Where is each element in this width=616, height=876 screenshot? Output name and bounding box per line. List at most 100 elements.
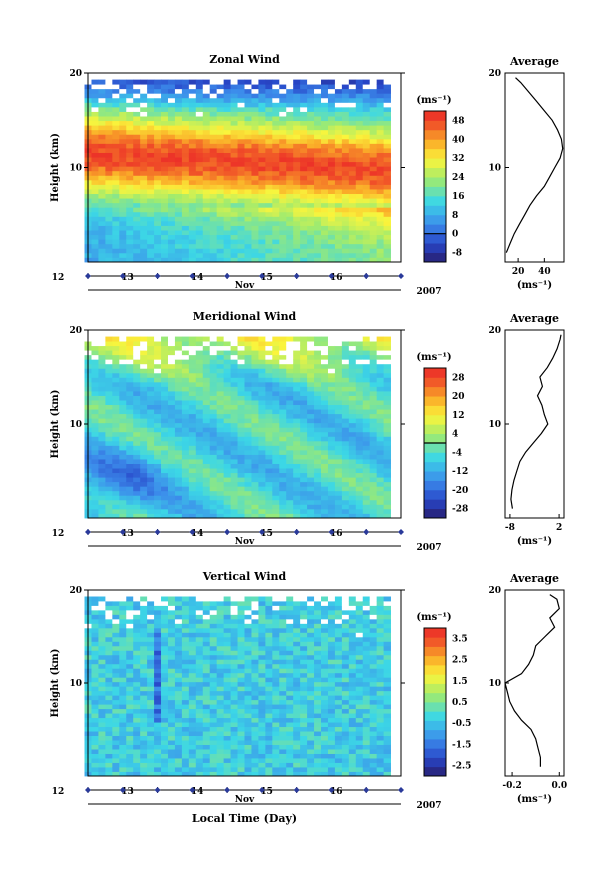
heatmap-cell: [140, 468, 148, 474]
heatmap-cell: [161, 97, 169, 103]
heatmap-cell: [251, 609, 259, 615]
heatmap-cell: [91, 722, 99, 728]
heatmap-cell: [258, 749, 266, 754]
heatmap-cell: [230, 762, 238, 768]
heatmap-cell: [362, 252, 371, 258]
heatmap-cell: [161, 386, 169, 392]
heatmap-cell: [244, 605, 252, 611]
heatmap-cell: [341, 477, 350, 483]
heatmap-cell: [147, 758, 155, 763]
heatmap-cell: [327, 134, 336, 140]
heatmap-cell: [230, 409, 238, 415]
heatmap-cell: [112, 422, 120, 428]
heatmap-cell: [112, 84, 120, 90]
heatmap-cell: [112, 138, 120, 144]
heatmap-cell: [272, 148, 280, 153]
heatmap-cell: [237, 601, 245, 606]
heatmap-cell: [167, 431, 176, 437]
heatmap-cell: [369, 359, 378, 365]
heatmap-cell: [279, 391, 287, 396]
heatmap-cell: [126, 234, 134, 240]
heatmap-cell: [209, 341, 218, 347]
heatmap-cell: [91, 717, 99, 723]
heatmap-cell: [202, 481, 211, 487]
heatmap-cell: [195, 341, 204, 347]
heatmap-cell: [279, 252, 287, 258]
heatmap-cell: [195, 336, 204, 342]
heatmap-cell: [202, 368, 211, 374]
heatmap-cell: [126, 409, 134, 415]
heatmap-cell: [216, 79, 225, 85]
heatmap-cell: [181, 88, 190, 94]
heatmap-cell: [230, 627, 238, 633]
heatmap-cell: [161, 758, 169, 763]
heatmap-cell: [230, 677, 238, 683]
heatmap-cell: [147, 134, 155, 140]
heatmap-cell: [126, 758, 134, 763]
heatmap-cell: [167, 84, 176, 90]
heatmap-cell: [140, 762, 148, 768]
heatmap-cell: [105, 198, 113, 204]
heatmap-cell: [188, 345, 197, 351]
heatmap-cell: [174, 359, 183, 365]
heatmap-cell: [307, 508, 315, 514]
heatmap-cell: [188, 699, 197, 705]
heatmap-cell: [369, 440, 378, 446]
heatmap-cell: [237, 699, 245, 705]
heatmap-cell: [154, 184, 162, 190]
heatmap-cell: [216, 143, 225, 149]
heatmap-cell: [126, 386, 134, 392]
heatmap-cell: [112, 239, 120, 245]
heatmap-cell: [112, 102, 120, 108]
heatmap-cell: [119, 170, 127, 176]
heatmap-cell: [251, 230, 259, 236]
heatmap-cell: [174, 490, 183, 496]
heatmap-cell: [105, 225, 113, 231]
heatmap-cell: [126, 207, 134, 213]
heatmap-cell: [383, 454, 391, 460]
heatmap-cell: [216, 106, 225, 112]
heatmap-cell: [98, 713, 106, 719]
heatmap-cell: [112, 106, 120, 112]
heatmap-cell: [334, 377, 343, 383]
heatmap-cell: [237, 120, 245, 126]
heatmap-cell: [154, 740, 162, 745]
heatmap-cell: [258, 138, 266, 144]
heatmap-cell: [341, 129, 350, 135]
heatmap-cell: [334, 495, 343, 501]
heatmap-cell: [244, 381, 252, 387]
heatmap-cell: [105, 731, 113, 737]
heatmap-cell: [98, 243, 106, 249]
heatmap-cell: [383, 440, 391, 446]
heatmap-cell: [112, 157, 120, 163]
heatmap-cell: [161, 120, 169, 126]
heatmap-cell: [195, 504, 204, 510]
heatmap-cell: [133, 513, 141, 519]
heatmap-cell: [230, 391, 238, 396]
heatmap-cell: [251, 690, 259, 696]
heatmap-cell: [119, 220, 127, 226]
heatmap-cell: [105, 148, 113, 153]
heatmap-cell: [119, 234, 127, 240]
heatmap-cell: [265, 120, 273, 126]
heatmap-cell: [209, 239, 218, 245]
heatmap-cell: [202, 645, 211, 651]
heatmap-cell: [174, 504, 183, 510]
heatmap-cell: [154, 605, 162, 611]
heatmap-cell: [174, 157, 183, 163]
heatmap-cell: [202, 449, 211, 455]
heatmap-cell: [251, 220, 259, 226]
heatmap-cell: [376, 391, 385, 396]
heatmap-cell: [209, 143, 218, 149]
heatmap-cell: [258, 134, 266, 140]
heatmap-cell: [369, 449, 378, 455]
heatmap-cell: [202, 641, 211, 647]
heatmap-cell: [300, 508, 308, 514]
heatmap-cell: [209, 762, 218, 768]
heatmap-cell: [223, 125, 231, 131]
heatmap-cell: [140, 148, 148, 153]
heatmap-cell: [167, 257, 176, 263]
heatmap-cell: [133, 202, 141, 208]
heatmap-cell: [300, 699, 308, 705]
